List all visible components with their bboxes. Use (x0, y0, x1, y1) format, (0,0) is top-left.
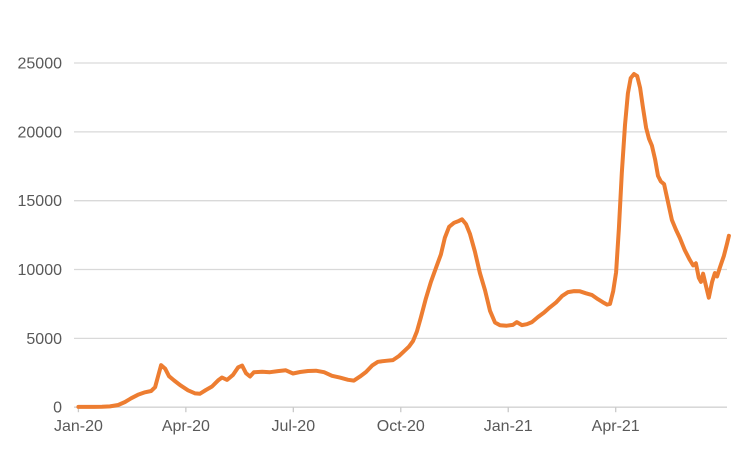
y-tick-label: 15000 (18, 193, 63, 210)
y-tick-label: 5000 (26, 331, 62, 348)
x-tick-label: Oct-20 (377, 418, 425, 435)
x-tick-label: Jan-21 (484, 418, 533, 435)
x-tick-label: Jan-20 (54, 418, 103, 435)
y-tick-label: 10000 (18, 262, 63, 279)
x-tick-label: Apr-20 (162, 418, 210, 435)
data-line-series (76, 72, 731, 409)
y-tick-label: 25000 (18, 56, 63, 73)
y-tick-label: 0 (53, 400, 62, 417)
x-tick-label: Jul-20 (272, 418, 316, 435)
x-tick-label: Apr-21 (592, 418, 640, 435)
y-tick-label: 20000 (18, 124, 63, 141)
